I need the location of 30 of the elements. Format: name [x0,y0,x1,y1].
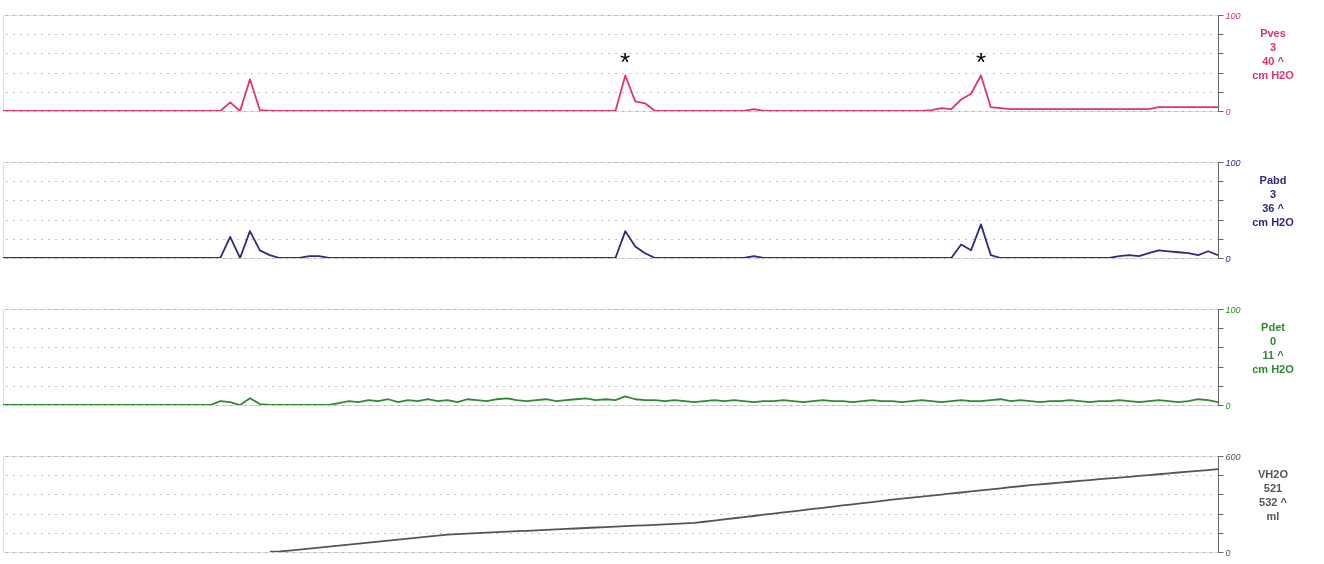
text: 40 ^ [1262,55,1285,68]
y-tick-label: 600 [1225,451,1241,462]
y-tick-label: 0 [1225,106,1231,117]
text: 3 [1269,188,1277,201]
y-tick-label: 0 [1225,400,1231,411]
text: 532 ^ [1259,496,1288,509]
line-series [268,468,1218,552]
text: Pves [1260,27,1286,40]
text: cm H2O [1252,363,1295,376]
text: Pabd [1259,174,1287,187]
text: cm H2O [1252,69,1295,82]
annotation: * [620,47,631,77]
line-series [3,74,1218,111]
text: 521 [1263,482,1283,495]
text: 3 [1269,41,1277,54]
y-tick-label: 100 [1225,304,1241,315]
text: 36 ^ [1262,202,1285,215]
y-tick-label: 0 [1225,547,1231,558]
text: cm H2O [1252,216,1295,229]
text: 0 [1269,335,1277,348]
text: 11 ^ [1262,349,1285,362]
line-series [3,223,1218,258]
line-series [3,395,1218,405]
y-tick-label: 100 [1225,157,1241,168]
text: ml [1266,510,1280,523]
annotation: * [976,47,987,77]
y-tick-label: 100 [1225,10,1241,21]
text: Pdet [1261,321,1286,334]
text: VH2O [1258,468,1289,481]
y-tick-label: 0 [1225,253,1231,264]
